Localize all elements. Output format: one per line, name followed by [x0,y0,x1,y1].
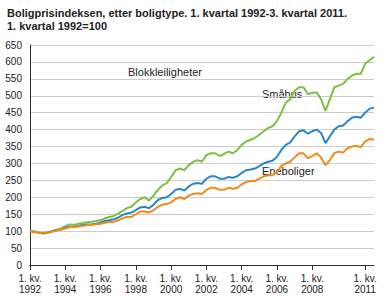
svg-text:1. kv.: 1. kv. [18,273,41,284]
svg-text:Blokkleiligheter: Blokkleiligheter [128,66,202,78]
svg-text:2006: 2006 [266,284,289,295]
svg-text:150: 150 [5,209,22,220]
svg-text:1. kv.: 1. kv. [230,273,253,284]
svg-text:2000: 2000 [160,284,183,295]
svg-text:2002: 2002 [195,284,218,295]
svg-text:650: 650 [5,40,22,51]
svg-text:300: 300 [5,158,22,169]
svg-text:2004: 2004 [231,284,254,295]
svg-text:1992: 1992 [19,284,42,295]
svg-text:500: 500 [5,90,22,101]
svg-text:1. kvartal 1992=100: 1. kvartal 1992=100 [7,20,107,32]
svg-text:250: 250 [5,175,22,186]
svg-text:350: 350 [5,141,22,152]
svg-text:1. kv.: 1. kv. [89,273,112,284]
svg-text:1. kv.: 1. kv. [124,273,147,284]
svg-text:Boligprisindeksen, etter bolig: Boligprisindeksen, etter boligtype. 1. k… [7,7,347,19]
svg-text:550: 550 [5,73,22,84]
svg-text:Småhus: Småhus [262,87,303,100]
svg-text:1998: 1998 [125,284,148,295]
svg-text:2008: 2008 [301,284,324,295]
svg-text:50: 50 [11,243,23,254]
svg-text:1994: 1994 [54,284,77,295]
svg-text:0: 0 [16,260,22,271]
svg-text:100: 100 [5,226,22,237]
svg-text:1. kv.: 1. kv. [301,273,324,284]
svg-text:1. kv.: 1. kv. [160,273,183,284]
svg-text:1. kv.: 1. kv. [195,273,218,284]
svg-text:1. kv.: 1. kv. [54,273,77,284]
svg-text:1. kv.: 1. kv. [354,273,377,284]
svg-text:2011: 2011 [354,284,376,295]
svg-text:450: 450 [5,107,22,118]
svg-text:400: 400 [5,124,22,135]
svg-text:200: 200 [5,192,22,203]
svg-text:600: 600 [5,56,22,67]
svg-text:Eneboliger: Eneboliger [262,164,315,177]
svg-text:1996: 1996 [89,284,112,295]
svg-text:1. kv.: 1. kv. [265,273,288,284]
